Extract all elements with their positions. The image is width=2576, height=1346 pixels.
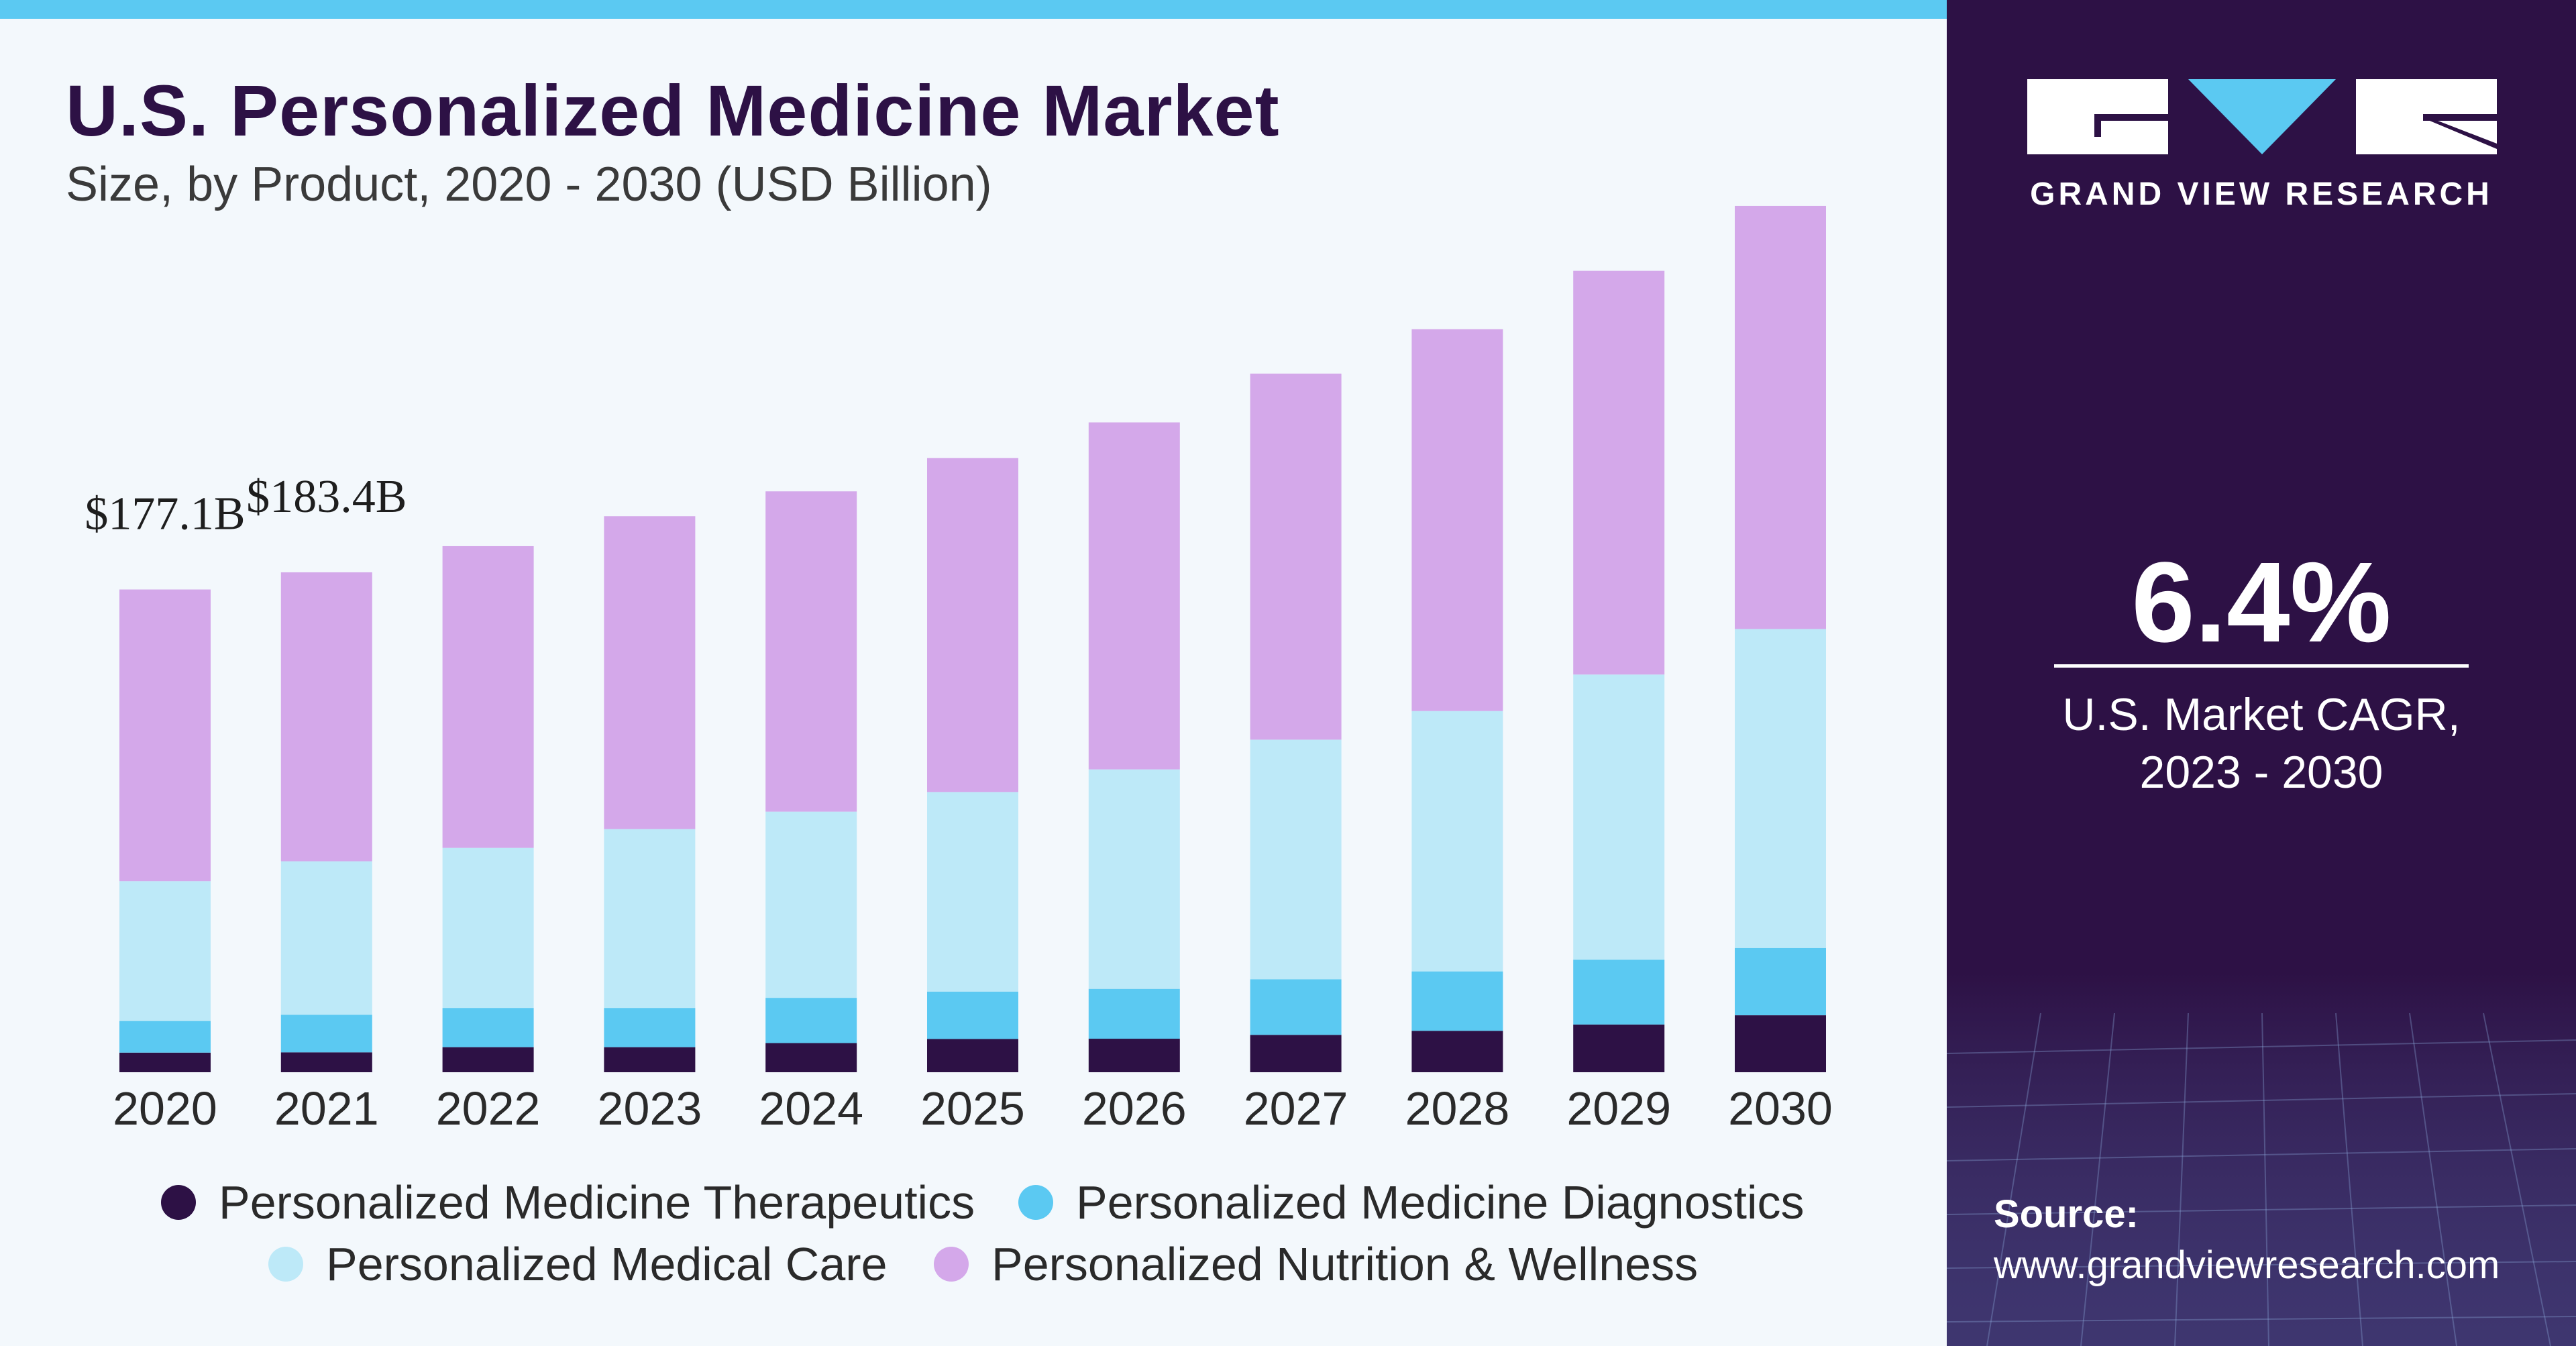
- brand-panel: GRAND VIEW RESEARCH 6.4% U.S. Market CAG…: [1947, 0, 2576, 1346]
- bar-segment-2022-personalized-medicine-therapeutics: [442, 1047, 534, 1072]
- bar-segment-2029-personalized-medical-care: [1573, 674, 1665, 960]
- bar-segment-2026-personalized-medicine-diagnostics: [1088, 988, 1180, 1039]
- bar-segment-2023-personalized-medicine-therapeutics: [604, 1047, 696, 1072]
- x-tick-label-2020: 2020: [113, 1082, 217, 1135]
- bar-segment-2028-personalized-nutrition-wellness: [1411, 329, 1503, 711]
- x-tick-label-2029: 2029: [1566, 1082, 1671, 1135]
- bar-segment-2026-personalized-medicine-therapeutics: [1088, 1039, 1180, 1072]
- bar-segment-2022-personalized-nutrition-wellness: [442, 546, 534, 848]
- bar-segment-2022-personalized-medical-care: [442, 847, 534, 1008]
- background-grid-art: [1947, 973, 2576, 1346]
- legend-swatch-nutrition: [934, 1247, 969, 1282]
- bar-segment-2021-personalized-medicine-therapeutics: [280, 1052, 372, 1072]
- bar-segment-2025-personalized-medical-care: [927, 792, 1018, 992]
- legend-label-diagnostics: Personalized Medicine Diagnostics: [1076, 1176, 1805, 1229]
- x-tick-label-2024: 2024: [759, 1082, 863, 1135]
- chart-title: U.S. Personalized Medicine Market: [66, 70, 1280, 151]
- bar-segment-2027-personalized-medical-care: [1250, 739, 1342, 980]
- source-link[interactable]: www.grandviewresearch.com: [1994, 1243, 2500, 1287]
- legend-label-medical-care: Personalized Medical Care: [326, 1238, 888, 1290]
- legend-swatch-diagnostics: [1018, 1185, 1053, 1220]
- data-label-2021: $183.4B: [246, 471, 407, 523]
- bar-segment-2029-personalized-medicine-diagnostics: [1573, 960, 1665, 1025]
- bar-segment-2025-personalized-medicine-diagnostics: [927, 991, 1018, 1039]
- bar-segment-2023-personalized-nutrition-wellness: [604, 516, 696, 829]
- bar-segment-2024-personalized-medical-care: [765, 811, 857, 998]
- cagr-value: 6.4%: [2131, 539, 2392, 666]
- bar-segment-2027-personalized-medicine-diagnostics: [1250, 979, 1342, 1035]
- bar-segment-2020-personalized-nutrition-wellness: [119, 589, 211, 882]
- bar-segment-2030-personalized-medical-care: [1735, 629, 1826, 948]
- bar-segment-2028-personalized-medicine-therapeutics: [1411, 1031, 1503, 1072]
- bar-segment-2021-personalized-medicine-diagnostics: [280, 1015, 372, 1053]
- x-tick-label-2026: 2026: [1082, 1082, 1187, 1135]
- bar-segment-2024-personalized-medicine-diagnostics: [765, 998, 857, 1043]
- bar-segment-2027-personalized-nutrition-wellness: [1250, 373, 1342, 740]
- bar-segment-2027-personalized-medicine-therapeutics: [1250, 1035, 1342, 1072]
- bar-segment-2026-personalized-medical-care: [1088, 769, 1180, 989]
- legend-item-diagnostics: Personalized Medicine Diagnostics: [1018, 1176, 1805, 1229]
- bar-segment-2024-personalized-medicine-therapeutics: [765, 1043, 857, 1072]
- bar-segment-2030-personalized-nutrition-wellness: [1735, 205, 1826, 629]
- grand-view-research-logo: [2027, 79, 2497, 154]
- legend-item-medical-care: Personalized Medical Care: [268, 1237, 888, 1291]
- legend-item-therapeutics: Personalized Medicine Therapeutics: [161, 1176, 975, 1229]
- x-tick-label-2027: 2027: [1244, 1082, 1348, 1135]
- bar-segment-2029-personalized-nutrition-wellness: [1573, 270, 1665, 675]
- bar-segment-2020-personalized-medicine-therapeutics: [119, 1052, 211, 1072]
- bar-segment-2030-personalized-medicine-therapeutics: [1735, 1015, 1826, 1072]
- bar-segment-2020-personalized-medicine-diagnostics: [119, 1021, 211, 1053]
- legend-swatch-therapeutics: [161, 1185, 196, 1220]
- brand-name: GRAND VIEW RESEARCH: [2030, 176, 2493, 212]
- legend-label-therapeutics: Personalized Medicine Therapeutics: [219, 1176, 975, 1229]
- bar-segment-2021-personalized-nutrition-wellness: [280, 572, 372, 862]
- bar-segment-2028-personalized-medicine-diagnostics: [1411, 971, 1503, 1031]
- bar-segment-2023-personalized-medicine-diagnostics: [604, 1008, 696, 1047]
- bar-segment-2021-personalized-medical-care: [280, 861, 372, 1015]
- bar-segment-2023-personalized-medical-care: [604, 829, 696, 1008]
- legend-label-nutrition: Personalized Nutrition & Wellness: [991, 1238, 1699, 1290]
- x-tick-label-2022: 2022: [436, 1082, 541, 1135]
- legend-swatch-medical-care: [268, 1247, 303, 1282]
- cagr-label-line2: 2023 - 2030: [2139, 747, 2383, 798]
- legend-item-nutrition: Personalized Nutrition & Wellness: [934, 1237, 1698, 1291]
- x-tick-label-2023: 2023: [598, 1082, 702, 1135]
- bar-segment-2030-personalized-medicine-diagnostics: [1735, 947, 1826, 1016]
- x-tick-label-2030: 2030: [1728, 1082, 1833, 1135]
- chart-subtitle: Size, by Product, 2020 - 2030 (USD Billi…: [66, 158, 992, 211]
- bar-segment-2024-personalized-nutrition-wellness: [765, 491, 857, 812]
- cagr-divider: [2054, 664, 2469, 668]
- bar-segment-2022-personalized-medicine-diagnostics: [442, 1008, 534, 1047]
- x-tick-label-2025: 2025: [920, 1082, 1025, 1135]
- bar-segment-2029-personalized-medicine-therapeutics: [1573, 1024, 1665, 1072]
- bar-segment-2020-personalized-medical-care: [119, 881, 211, 1021]
- bar-segment-2025-personalized-nutrition-wellness: [927, 458, 1018, 792]
- cagr-label-line1: U.S. Market CAGR,: [2062, 689, 2461, 740]
- bar-segment-2028-personalized-medical-care: [1411, 711, 1503, 972]
- x-tick-label-2028: 2028: [1405, 1082, 1510, 1135]
- bar-segment-2025-personalized-medicine-therapeutics: [927, 1039, 1018, 1072]
- x-tick-label-2021: 2021: [274, 1082, 379, 1135]
- bar-segment-2026-personalized-nutrition-wellness: [1088, 422, 1180, 770]
- top-accent-bar: [0, 0, 1947, 19]
- source-label: Source:: [1994, 1192, 2139, 1236]
- stacked-bar-chart: 2020 2021 2022 2023 2024 2025 2026 2027 2028 2029…: [85, 205, 1833, 1135]
- cagr-label: U.S. Market CAGR, 2023 - 2030: [1947, 686, 2576, 801]
- data-label-2020: $177.1B: [85, 488, 245, 540]
